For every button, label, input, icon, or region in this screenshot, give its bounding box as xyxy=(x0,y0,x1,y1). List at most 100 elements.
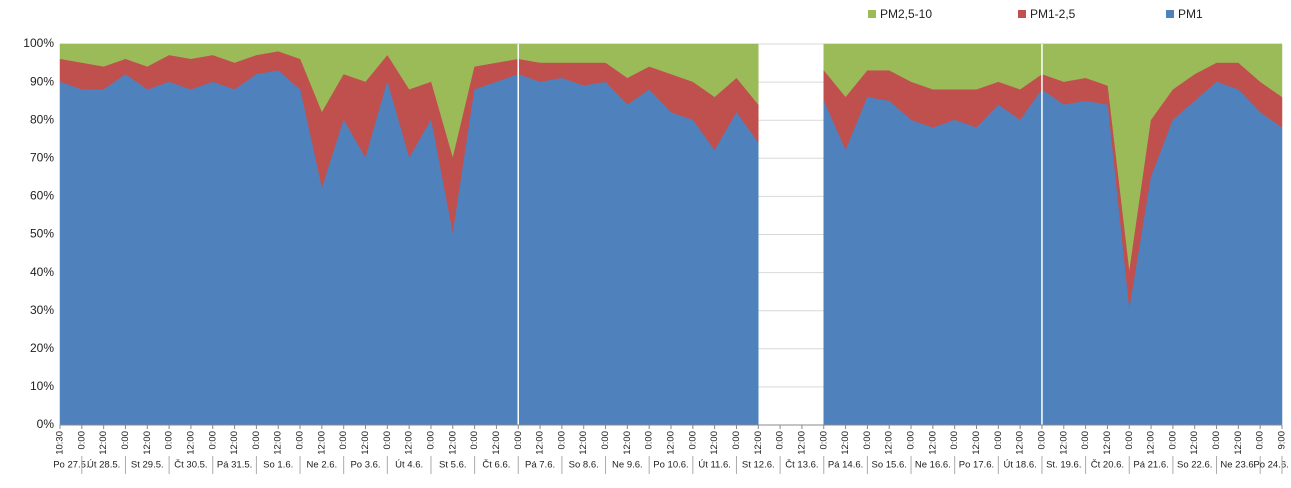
y-tick-label: 40% xyxy=(30,265,54,279)
y-tick-label: 90% xyxy=(30,74,54,88)
x-tick-label: 0:00 xyxy=(120,431,131,450)
x-tick-label: 0:00 xyxy=(949,431,960,450)
day-label: Út 11.6. xyxy=(698,460,731,471)
x-tick-label: 10:30 xyxy=(55,431,66,455)
x-tick-label: 0:00 xyxy=(76,431,87,450)
y-tick-label: 80% xyxy=(30,112,54,126)
day-label: So 1.6. xyxy=(263,460,293,471)
x-tick-label: 12:00 xyxy=(927,431,938,455)
x-tick-label: 12:00 xyxy=(404,431,415,455)
y-tick-label: 0% xyxy=(37,417,55,431)
day-label: Út 18.6. xyxy=(1004,460,1037,471)
x-tick-label: 12:00 xyxy=(884,431,895,455)
area xyxy=(59,70,1283,426)
x-tick-label: 0:00 xyxy=(1211,431,1222,450)
day-label: So 15.6. xyxy=(872,460,907,471)
legend-label: PM1 xyxy=(1178,7,1203,21)
x-tick-label: 12:00 xyxy=(229,431,240,455)
x-tick-label: 12:00 xyxy=(1058,431,1069,455)
day-label: So 22.6. xyxy=(1177,460,1212,471)
x-tick-label: 0:00 xyxy=(993,431,1004,450)
day-label: Pá 21.6. xyxy=(1133,460,1168,471)
x-tick-label: 0:00 xyxy=(382,431,393,450)
x-tick-label: 0:00 xyxy=(906,431,917,450)
y-tick-label: 10% xyxy=(30,379,54,393)
x-tick-label: 12:00 xyxy=(273,431,284,455)
x-tick-label: 0:00 xyxy=(207,431,218,450)
day-label: St 29.5. xyxy=(131,460,164,471)
x-tick-label: 12:00 xyxy=(185,431,196,455)
x-tick-label: 0:00 xyxy=(513,431,524,450)
day-label: Út 28.5. xyxy=(87,460,120,471)
x-tick-label: 0:00 xyxy=(1036,431,1047,450)
x-tick-label: 12:00 xyxy=(491,431,502,455)
x-tick-label: 12:00 xyxy=(578,431,589,455)
x-tick-label: 12:00 xyxy=(1146,431,1157,455)
x-tick-label: 0:00 xyxy=(1124,431,1135,450)
day-label: St. 19.6. xyxy=(1046,460,1081,471)
legend-swatch xyxy=(1166,10,1174,18)
x-tick-label: 0:00 xyxy=(164,431,175,450)
x-tick-label: 0:00 xyxy=(556,431,567,450)
legend-swatch xyxy=(868,10,876,18)
x-tick-label: 12:00 xyxy=(98,431,109,455)
x-tick-label: 0:00 xyxy=(687,431,698,450)
day-label: Po 24.6. xyxy=(1253,460,1288,471)
y-tick-label: 20% xyxy=(30,341,54,355)
x-tick-label: 9:00 xyxy=(1277,431,1288,450)
legend-swatch xyxy=(1018,10,1026,18)
x-tick-label: 12:00 xyxy=(971,431,982,455)
day-label: Ne 16.6. xyxy=(915,460,951,471)
day-label: Čt 13.6. xyxy=(785,460,818,471)
day-label: Pá 7.6. xyxy=(525,460,555,471)
day-label: St 5.6. xyxy=(439,460,466,471)
x-tick-label: 12:00 xyxy=(142,431,153,455)
x-tick-label: 0:00 xyxy=(1255,431,1266,450)
day-label: Pá 14.6. xyxy=(828,460,863,471)
x-tick-label: 12:00 xyxy=(1102,431,1113,455)
day-label: So 8.6. xyxy=(569,460,599,471)
y-tick-label: 60% xyxy=(30,189,54,203)
x-tick-label: 12:00 xyxy=(360,431,371,455)
y-tick-label: 70% xyxy=(30,150,54,164)
x-tick-label: 0:00 xyxy=(295,431,306,450)
x-tick-label: 12:00 xyxy=(796,431,807,455)
x-tick-label: 12:00 xyxy=(1189,431,1200,455)
x-tick-label: 0:00 xyxy=(600,431,611,450)
day-label: Po 10.6. xyxy=(653,460,688,471)
x-tick-label: 12:00 xyxy=(840,431,851,455)
x-tick-label: 12:00 xyxy=(535,431,546,455)
y-tick-label: 50% xyxy=(30,227,54,241)
x-tick-label: 0:00 xyxy=(775,431,786,450)
x-tick-label: 0:00 xyxy=(251,431,262,450)
day-label: Po 27.5. xyxy=(53,460,88,471)
x-tick-label: 12:00 xyxy=(1233,431,1244,455)
day-label: Čt 6.6. xyxy=(482,460,510,471)
day-label: Po 3.6. xyxy=(350,460,380,471)
y-tick-label: 30% xyxy=(30,303,54,317)
x-tick-label: 12:00 xyxy=(1015,431,1026,455)
x-tick-label: 12:00 xyxy=(753,431,764,455)
x-tick-label: 0:00 xyxy=(1167,431,1178,450)
day-label: Po 17.6. xyxy=(959,460,994,471)
x-tick-label: 12:00 xyxy=(709,431,720,455)
x-tick-label: 12:00 xyxy=(622,431,633,455)
x-tick-label: 0:00 xyxy=(731,431,742,450)
day-label: Út 4.6. xyxy=(395,460,423,471)
x-tick-label: 0:00 xyxy=(1080,431,1091,450)
y-tick-label: 100% xyxy=(23,36,54,50)
x-tick-label: 12:00 xyxy=(666,431,677,455)
x-tick-label: 0:00 xyxy=(469,431,480,450)
legend-label: PM2,5-10 xyxy=(880,7,932,21)
day-label: Čt 30.5. xyxy=(174,460,207,471)
day-label: Ne 2.6. xyxy=(307,460,338,471)
day-label: Ne 23.6. xyxy=(1220,460,1256,471)
x-tick-label: 0:00 xyxy=(338,431,349,450)
x-tick-label: 0:00 xyxy=(644,431,655,450)
legend-label: PM1-2,5 xyxy=(1030,7,1076,21)
day-label: St 12.6. xyxy=(742,460,775,471)
day-label: Ne 9.6. xyxy=(612,460,643,471)
day-label: Pá 31.5. xyxy=(217,460,252,471)
x-tick-label: 0:00 xyxy=(862,431,873,450)
